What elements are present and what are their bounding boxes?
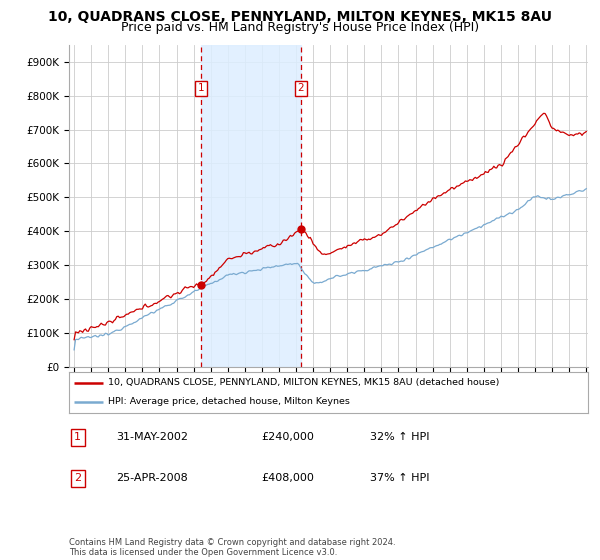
Text: 10, QUADRANS CLOSE, PENNYLAND, MILTON KEYNES, MK15 8AU (detached house): 10, QUADRANS CLOSE, PENNYLAND, MILTON KE…	[108, 378, 499, 387]
Text: 31-MAY-2002: 31-MAY-2002	[116, 432, 188, 442]
Text: 10, QUADRANS CLOSE, PENNYLAND, MILTON KEYNES, MK15 8AU: 10, QUADRANS CLOSE, PENNYLAND, MILTON KE…	[48, 10, 552, 24]
Text: 1: 1	[197, 83, 204, 94]
Text: 37% ↑ HPI: 37% ↑ HPI	[370, 473, 430, 483]
Text: Contains HM Land Registry data © Crown copyright and database right 2024.
This d: Contains HM Land Registry data © Crown c…	[69, 538, 395, 557]
Text: £408,000: £408,000	[261, 473, 314, 483]
Text: 2: 2	[74, 473, 82, 483]
Text: 2: 2	[298, 83, 304, 94]
Text: HPI: Average price, detached house, Milton Keynes: HPI: Average price, detached house, Milt…	[108, 398, 350, 407]
Text: 1: 1	[74, 432, 81, 442]
Text: £240,000: £240,000	[261, 432, 314, 442]
Bar	[201, 45, 301, 367]
Text: 32% ↑ HPI: 32% ↑ HPI	[370, 432, 430, 442]
Text: Price paid vs. HM Land Registry's House Price Index (HPI): Price paid vs. HM Land Registry's House …	[121, 21, 479, 34]
Text: 25-APR-2008: 25-APR-2008	[116, 473, 187, 483]
